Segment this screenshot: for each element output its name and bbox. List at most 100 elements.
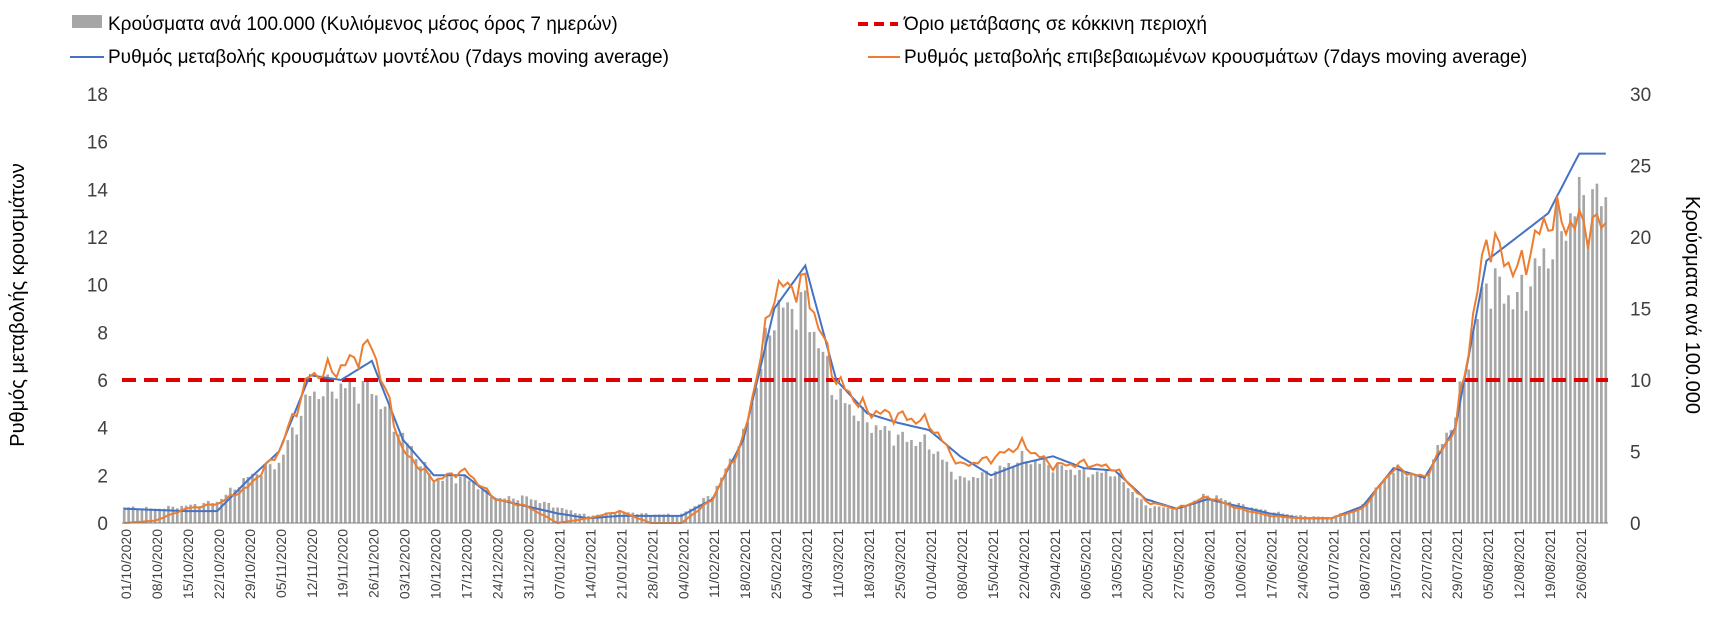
left-tick-label: 6 (97, 371, 108, 392)
bar (985, 470, 988, 523)
bar (1250, 507, 1254, 523)
bar (861, 407, 865, 523)
x-tick-label: 04/03/2021 (799, 529, 815, 599)
bar (268, 464, 272, 523)
bar (671, 514, 674, 523)
bar (759, 368, 763, 523)
x-tick-label: 11/02/2021 (706, 529, 722, 598)
bar (1586, 239, 1590, 523)
x-tick-label: 11/03/2021 (830, 529, 846, 598)
legend-label-bars: Κρούσματα ανά 100.000 (Κυλιόμενος μέσος … (108, 14, 618, 35)
legend: Κρούσματα ανά 100.000 (Κυλιόμενος μέσος … (70, 14, 1527, 68)
right-tick-label: 30 (1630, 85, 1651, 106)
bar (1454, 417, 1457, 523)
bar (428, 473, 431, 523)
bar (454, 483, 458, 523)
bar (945, 461, 949, 523)
bar (857, 421, 860, 523)
bar (1374, 487, 1378, 523)
bar (335, 398, 338, 523)
bar (1215, 495, 1218, 523)
bar (808, 332, 812, 523)
bar (963, 477, 966, 523)
x-tick-label: 26/11/2020 (366, 529, 382, 598)
bar (618, 511, 621, 523)
bar (410, 445, 414, 523)
bar (746, 422, 750, 523)
bar (1339, 513, 1342, 523)
bar (596, 514, 599, 523)
x-tick-label: 17/12/2020 (459, 529, 475, 599)
bar (1281, 513, 1285, 523)
x-tick-label: 31/12/2020 (520, 529, 536, 599)
bar (1122, 482, 1126, 523)
bar (392, 431, 396, 523)
left-tick-label: 8 (97, 323, 108, 344)
bar (883, 426, 887, 523)
bar (843, 403, 847, 523)
bar (1126, 488, 1130, 523)
bar (980, 472, 984, 523)
bar (1462, 383, 1466, 523)
bar (450, 476, 453, 523)
bar (383, 406, 387, 523)
bar (330, 391, 334, 523)
bar (786, 302, 789, 523)
bar (1595, 183, 1599, 523)
x-tick-label: 26/08/2021 (1573, 529, 1589, 599)
bar (419, 466, 422, 523)
bar (472, 482, 475, 523)
bar (1228, 501, 1232, 523)
x-tick-label: 28/01/2021 (644, 529, 660, 599)
bar (1591, 189, 1594, 524)
bar (361, 380, 365, 523)
bar (1347, 510, 1351, 523)
bar (1193, 500, 1196, 523)
bar (224, 494, 228, 523)
bar (1047, 465, 1050, 523)
bar (1356, 507, 1360, 523)
bar (1418, 473, 1422, 523)
bar (1431, 459, 1435, 523)
bar (1100, 472, 1103, 523)
bar (193, 504, 197, 523)
bar (175, 508, 179, 523)
bar (171, 506, 175, 523)
bar (578, 513, 582, 523)
bar (1546, 268, 1550, 523)
bar (1378, 484, 1382, 523)
bar (1140, 499, 1143, 523)
bar (569, 510, 573, 523)
x-tick-label: 12/11/2020 (304, 529, 320, 598)
bar (1489, 308, 1493, 523)
bar (573, 513, 577, 523)
bar (299, 415, 303, 523)
x-tick-label: 08/07/2021 (1356, 529, 1372, 599)
bar (348, 379, 352, 523)
left-tick-label: 14 (87, 180, 109, 201)
bar (520, 495, 524, 523)
bar (1414, 475, 1417, 523)
bar (781, 307, 785, 523)
left-tick-label: 10 (87, 276, 108, 297)
bar (339, 383, 343, 523)
bar (379, 409, 383, 523)
x-tick-label: 29/07/2021 (1449, 529, 1465, 599)
bar (153, 508, 157, 523)
bar (180, 505, 184, 523)
bar (834, 399, 838, 523)
x-tick-label: 12/08/2021 (1511, 529, 1527, 599)
bar (653, 514, 657, 523)
bar (901, 431, 904, 523)
bar (259, 475, 263, 523)
bar (401, 432, 405, 523)
bar (1573, 216, 1577, 523)
bar (326, 374, 329, 523)
left-tick-label: 4 (97, 419, 108, 440)
bar (1538, 266, 1541, 523)
bar (1409, 473, 1413, 523)
bar (1308, 516, 1311, 523)
bar (1427, 474, 1431, 523)
bar (441, 480, 444, 523)
bar (1370, 496, 1373, 523)
